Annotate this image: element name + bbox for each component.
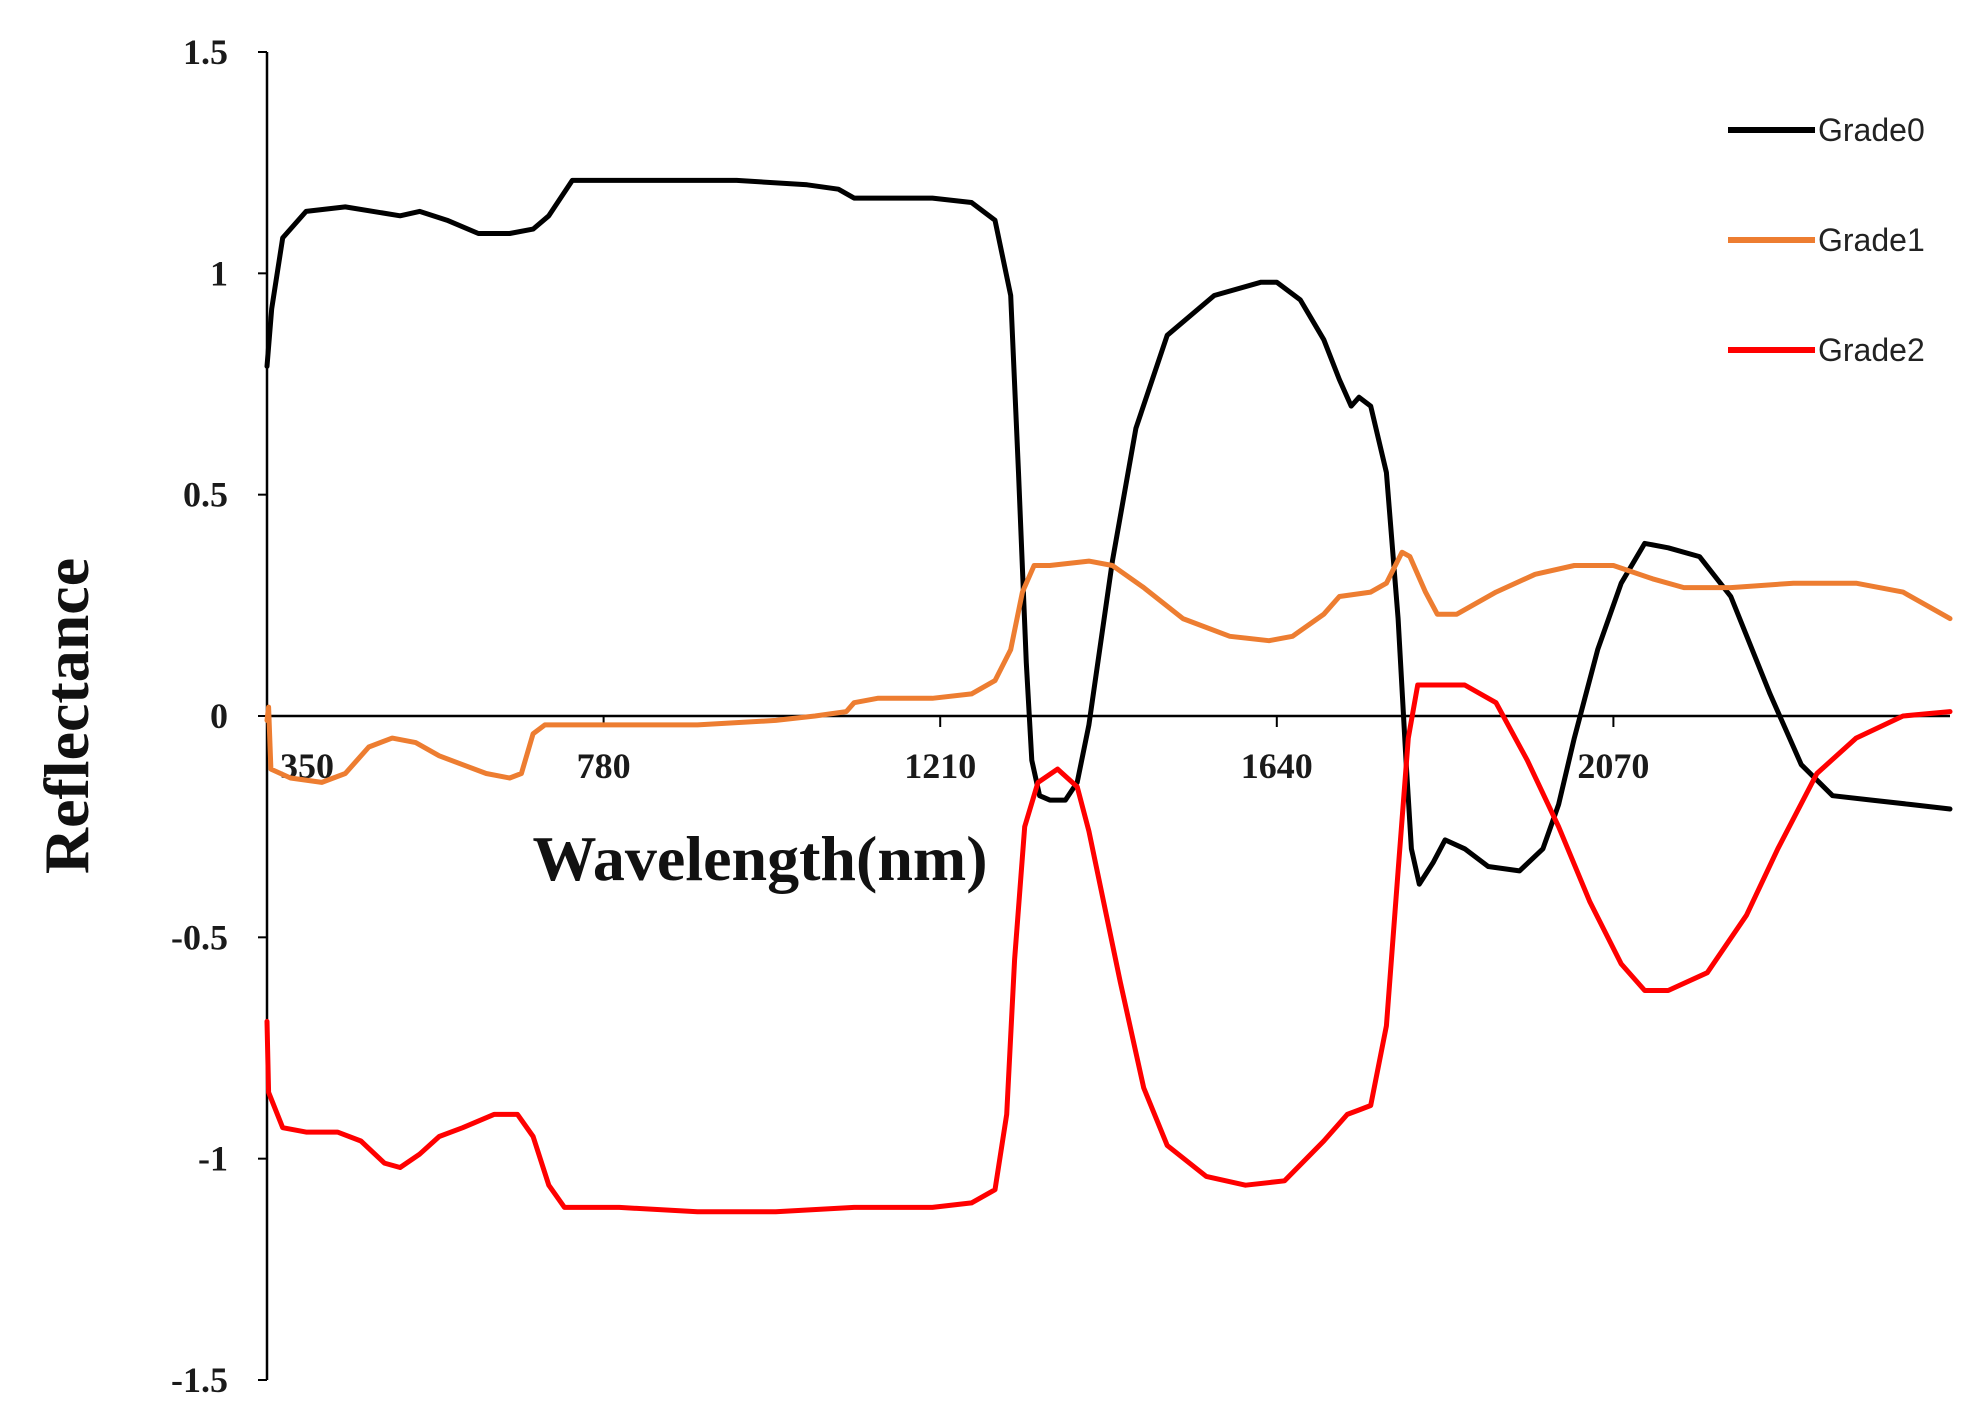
legend-label-grade1: Grade1 bbox=[1818, 222, 1925, 258]
y-axis-ticks: 1.5 1 0.5 0 -0.5 -1 -1.5 bbox=[171, 32, 267, 1400]
legend: Grade0 Grade1 Grade2 bbox=[1728, 112, 1925, 368]
x-tick-label: 780 bbox=[577, 746, 631, 786]
series-line-grade1 bbox=[264, 549, 1953, 785]
y-tick-label: 1 bbox=[210, 253, 228, 293]
x-axis-title: Wavelength(nm) bbox=[532, 823, 987, 894]
legend-label-grade0: Grade0 bbox=[1818, 112, 1925, 148]
y-tick-label: -1.5 bbox=[171, 1360, 228, 1400]
series-line-grade2 bbox=[264, 682, 1953, 1215]
x-tick-label: 1210 bbox=[904, 746, 976, 786]
series-line-grade0 bbox=[264, 177, 1953, 887]
x-tick-label: 1640 bbox=[1241, 746, 1313, 786]
y-tick-label: -0.5 bbox=[171, 917, 228, 957]
series-group bbox=[264, 177, 1953, 1215]
y-tick-label: 1.5 bbox=[183, 32, 228, 72]
y-tick-label: 0 bbox=[210, 696, 228, 736]
x-axis-ticks: 350 780 1210 1640 2070 bbox=[266, 716, 1649, 786]
y-tick-label: -1 bbox=[198, 1139, 228, 1179]
x-tick-label: 2070 bbox=[1577, 746, 1649, 786]
legend-label-grade2: Grade2 bbox=[1818, 332, 1925, 368]
y-tick-label: 0.5 bbox=[183, 475, 228, 515]
y-axis-title: Reflectance bbox=[31, 558, 102, 874]
